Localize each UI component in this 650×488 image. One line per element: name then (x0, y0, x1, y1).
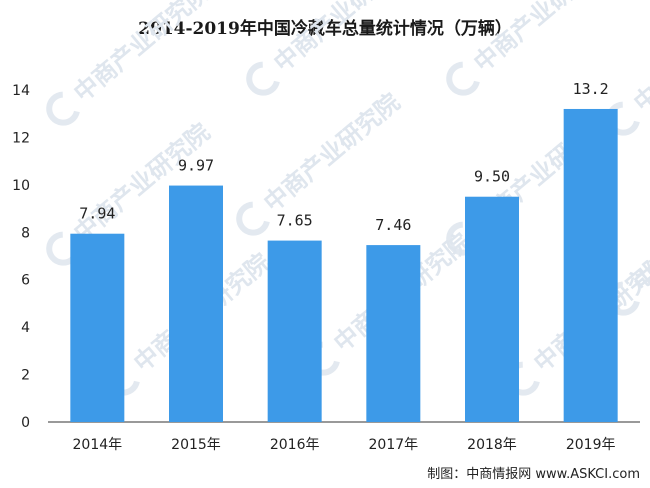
source-note: 制图：中商情报网 www.ASKCI.com (427, 467, 640, 482)
y-tick-label: 6 (21, 273, 30, 289)
watermark-text: 中商产业研究院 (68, 0, 215, 107)
y-tick-label: 10 (12, 178, 30, 194)
watermark: 中商产业研究院 (246, 0, 415, 96)
watermark-logo-icon (236, 201, 270, 236)
x-tick-label: 2018年 (467, 437, 517, 453)
watermark-text: 中商产业研究院 (258, 88, 405, 217)
bar (563, 108, 618, 422)
bar (169, 185, 223, 422)
data-label: 9.97 (178, 157, 214, 175)
y-tick-label: 0 (21, 415, 30, 431)
x-tick-label: 2019年 (566, 437, 616, 453)
data-label: 7.65 (277, 212, 313, 230)
y-tick-label: 2 (21, 368, 30, 384)
x-tick-label: 2017年 (369, 437, 419, 453)
bars (70, 108, 618, 422)
x-tick-label: 2016年 (270, 437, 320, 453)
data-label: 7.46 (375, 216, 411, 234)
y-tick-label: 4 (21, 320, 30, 336)
bar (366, 245, 421, 422)
bar (465, 196, 519, 422)
chart-title: 2014-2019年中国冷藏车总量统计情况（万辆） (138, 19, 512, 39)
x-tick-label: 2014年 (73, 437, 123, 453)
y-tick-label: 12 (12, 130, 30, 146)
bar (267, 240, 322, 422)
watermark-text: 中商产业研究院 (628, 168, 650, 297)
data-label: 13.2 (573, 80, 609, 98)
bar (70, 233, 125, 422)
watermark-logo-icon (46, 91, 80, 126)
watermark-text: 中商产业研究院 (468, 0, 615, 77)
data-label: 9.50 (474, 168, 510, 186)
watermark-logo-icon (246, 61, 280, 96)
watermark-logo-icon (446, 61, 480, 96)
watermark-text: 中商产业研究院 (268, 0, 415, 77)
watermark: 中商产业研究院 (46, 0, 215, 126)
y-tick-label: 14 (12, 83, 30, 99)
data-label: 7.94 (79, 205, 115, 223)
axes: 0 2 4 6 8 10 12 14 (12, 83, 640, 431)
watermark-text: 中商产业研究院 (628, 0, 650, 117)
labels: 7.94 2014年 9.97 2015年 7.65 2016年 7.46 2017年 9.50… (73, 80, 616, 453)
y-tick-label: 8 (21, 225, 30, 241)
x-tick-label: 2015年 (171, 437, 221, 453)
